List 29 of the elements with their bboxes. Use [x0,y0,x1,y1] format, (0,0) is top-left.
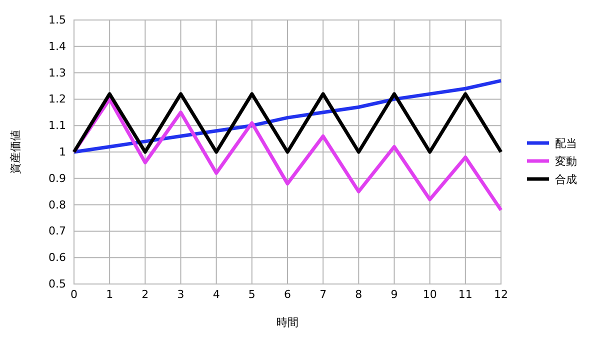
x-tick-label: 11 [458,288,472,301]
y-tick-label: 0.5 [48,278,66,291]
y-tick-label: 1.2 [48,92,66,106]
y-tick-label: 1 [59,146,66,159]
legend-label: 合成 [555,173,577,186]
x-tick-label: 12 [494,288,508,301]
y-tick-label: 0.6 [48,251,66,264]
x-tick-label: 8 [355,288,362,301]
x-tick-label: 2 [142,288,149,301]
y-tick-label: 1.1 [48,119,66,132]
y-tick-label: 0.9 [48,172,66,185]
x-tick-label: 4 [212,288,220,301]
y-tick-label: 0.7 [48,224,66,238]
legend-label: 変動 [555,155,577,168]
x-tick-label: 7 [320,288,327,301]
y-axis-title: 資産価値 [9,130,22,174]
x-tick-label: 6 [284,288,291,301]
y-tick-label: 1.5 [48,14,66,27]
x-tick-label: 5 [248,288,256,301]
x-tick-label: 3 [177,288,184,301]
y-tick-label: 1.4 [48,40,66,53]
y-tick-label: 0.8 [48,198,66,212]
x-tick-label: 10 [422,288,437,301]
x-tick-label: 9 [390,288,398,301]
x-axis-title: 時間 [276,316,298,329]
x-tick-label: 0 [70,288,78,301]
y-tick-label: 1.3 [48,66,66,80]
x-tick-label: 1 [106,288,114,301]
legend-label: 配当 [555,137,577,150]
